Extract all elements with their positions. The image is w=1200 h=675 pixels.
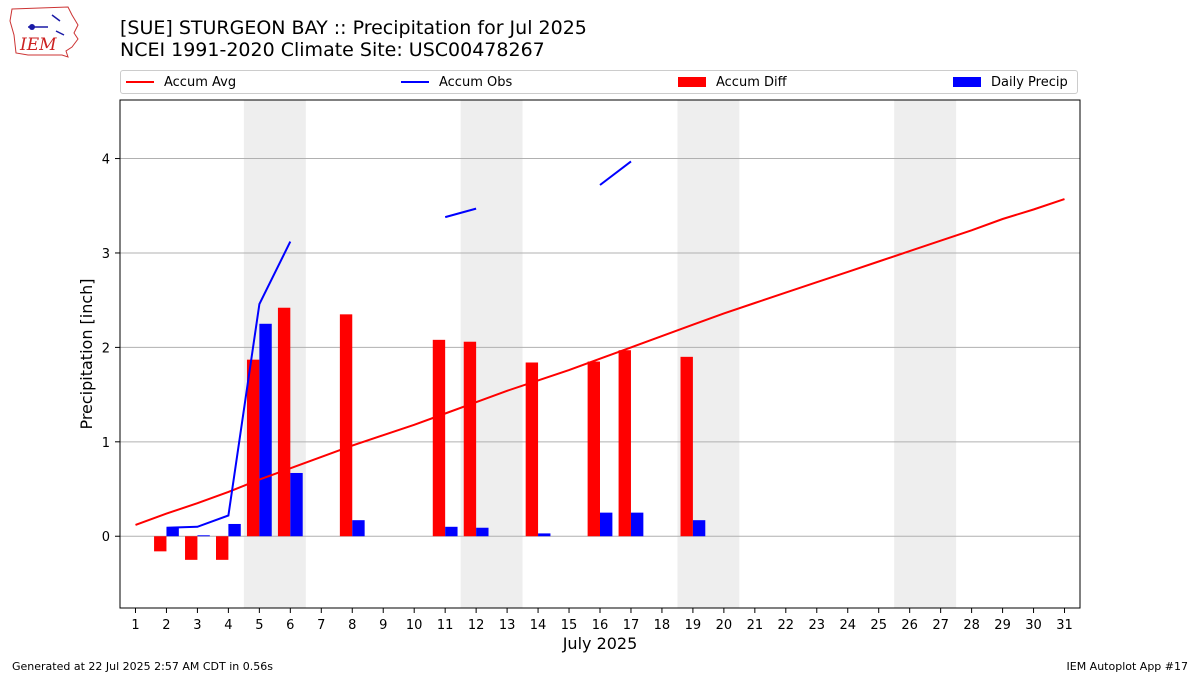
- legend-item-accum-obs: Accum Obs: [401, 71, 512, 93]
- x-tick-label-12: 12: [468, 618, 485, 633]
- x-tick-label-28: 28: [963, 618, 980, 633]
- legend-label-accum-diff: Accum Diff: [716, 74, 787, 90]
- legend-item-accum-diff: Accum Diff: [678, 71, 787, 93]
- accum-diff-bar-day-2: [154, 536, 167, 552]
- footer-app: IEM Autoplot App #17: [1066, 660, 1189, 673]
- legend-swatch-accum-avg: [126, 81, 154, 83]
- y-tick-label-3: 3: [102, 247, 110, 262]
- accum-diff-bar-day-17: [618, 350, 631, 537]
- accum-diff-bar-day-5: [246, 359, 260, 537]
- daily-precip-bar-day-19: [692, 520, 706, 537]
- y-tick-label-0: 0: [102, 530, 110, 545]
- y-axis-label: Precipitation [inch]: [77, 278, 96, 429]
- weekend-band-3: [894, 100, 957, 608]
- footer-generated: Generated at 22 Jul 2025 2:57 AM CDT in …: [12, 660, 273, 673]
- x-tick-label-21: 21: [747, 618, 764, 633]
- x-tick-label-31: 31: [1056, 618, 1073, 633]
- x-tick-label-5: 5: [255, 618, 263, 633]
- accum-diff-bar-day-8: [339, 314, 353, 537]
- legend: Accum Avg Accum Obs Accum Diff Daily Pre…: [120, 70, 1078, 94]
- x-tick-label-19: 19: [685, 618, 702, 633]
- legend-swatch-daily-precip: [953, 77, 981, 87]
- x-tick-label-22: 22: [778, 618, 795, 633]
- daily-precip-bar-day-11: [445, 526, 458, 537]
- chart-title: [SUE] STURGEON BAY :: Precipitation for …: [120, 17, 587, 39]
- x-tick-label-7: 7: [317, 618, 325, 633]
- x-tick-label-3: 3: [193, 618, 201, 633]
- daily-precip-bar-day-3: [197, 535, 210, 537]
- y-tick-label-1: 1: [102, 436, 110, 451]
- y-tick-label-2: 2: [102, 341, 110, 356]
- legend-label-accum-obs: Accum Obs: [439, 74, 513, 90]
- x-tick-label-30: 30: [1025, 618, 1042, 633]
- legend-label-accum-avg: Accum Avg: [164, 74, 237, 90]
- x-tick-label-17: 17: [623, 618, 640, 633]
- x-tick-label-11: 11: [437, 618, 454, 633]
- accum-diff-bar-day-16: [587, 361, 600, 537]
- x-tick-label-23: 23: [809, 618, 826, 633]
- x-tick-label-14: 14: [530, 618, 547, 633]
- x-tick-label-15: 15: [561, 618, 578, 633]
- legend-label-daily-precip: Daily Precip: [991, 74, 1068, 90]
- accum-diff-bar-day-11: [432, 339, 446, 537]
- x-tick-label-4: 4: [224, 618, 232, 633]
- y-tick-label-4: 4: [102, 153, 110, 168]
- chart-subtitle: NCEI 1991-2020 Climate Site: USC00478267: [120, 39, 545, 61]
- x-tick-label-24: 24: [839, 618, 856, 633]
- x-axis-label: July 2025: [562, 634, 638, 653]
- x-tick-label-29: 29: [994, 618, 1011, 633]
- accum-obs-line-segment-0: [166, 241, 292, 529]
- accum-diff-bar-day-19: [680, 356, 693, 537]
- accum-diff-bar-day-12: [463, 341, 477, 537]
- x-tick-label-27: 27: [932, 618, 949, 633]
- legend-item-daily-precip: Daily Precip: [953, 71, 1068, 93]
- x-tick-label-16: 16: [592, 618, 609, 633]
- iem-logo: IEM: [9, 6, 79, 58]
- daily-precip-bar-day-14: [538, 533, 551, 537]
- accum-obs-line-segment-1: [444, 207, 477, 219]
- accum-diff-bar-day-3: [185, 536, 198, 560]
- daily-precip-bar-day-8: [352, 520, 365, 537]
- daily-precip-bar-day-2: [166, 527, 179, 537]
- x-tick-label-2: 2: [162, 618, 170, 633]
- accum-diff-bar-day-14: [525, 362, 539, 537]
- x-tick-label-10: 10: [406, 618, 423, 633]
- x-tick-label-6: 6: [286, 618, 294, 633]
- daily-precip-bar-day-5: [259, 323, 272, 537]
- x-tick-label-13: 13: [499, 618, 516, 633]
- daily-precip-bar-day-12: [476, 527, 489, 537]
- x-tick-label-20: 20: [716, 618, 733, 633]
- accum-diff-bar-day-4: [216, 536, 229, 560]
- logo-text: IEM: [19, 35, 57, 55]
- x-tick-label-8: 8: [348, 618, 356, 633]
- daily-precip-bar-day-6: [290, 472, 303, 537]
- accum-avg-line-segment-0: [135, 198, 1065, 526]
- iowa-state-outline: [9, 6, 79, 58]
- x-tick-label-25: 25: [870, 618, 887, 633]
- legend-swatch-accum-obs: [401, 81, 429, 83]
- daily-precip-bar-day-4: [228, 523, 241, 537]
- daily-precip-bar-day-16: [600, 512, 613, 537]
- x-tick-label-1: 1: [131, 618, 139, 633]
- accum-obs-line-segment-2: [599, 160, 632, 186]
- x-tick-label-9: 9: [379, 618, 387, 633]
- x-tick-label-26: 26: [901, 618, 918, 633]
- accum-diff-bar-day-6: [277, 307, 291, 537]
- x-tick-label-18: 18: [654, 618, 671, 633]
- legend-swatch-accum-diff: [678, 77, 706, 87]
- legend-item-accum-avg: Accum Avg: [126, 71, 236, 93]
- daily-precip-bar-day-17: [630, 512, 644, 537]
